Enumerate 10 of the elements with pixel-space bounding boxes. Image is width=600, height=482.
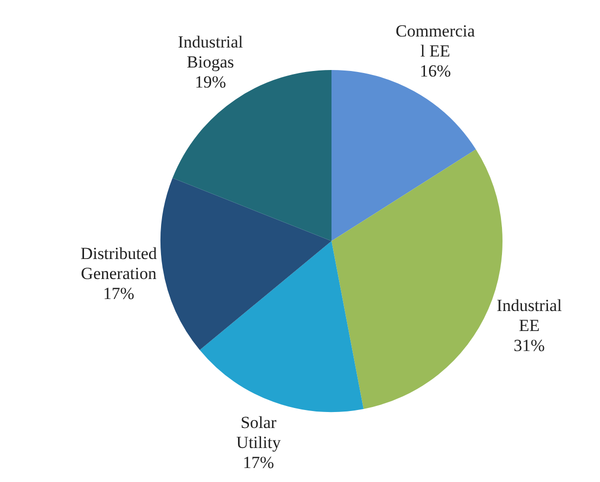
slice-label: Distributed Generation — [80, 244, 158, 284]
slice-label: Industrial EE — [496, 296, 562, 336]
slice-label: Solar Utility — [236, 413, 282, 452]
data-label: 17% — [242, 453, 274, 472]
slice-label: Commercial EE — [396, 22, 476, 61]
data-label: 17% — [103, 284, 134, 304]
data-label: 31% — [514, 336, 545, 356]
data-label: 19% — [194, 72, 226, 92]
slice-label: Industrial Biogas — [178, 32, 244, 72]
data-label: 16% — [420, 62, 451, 81]
